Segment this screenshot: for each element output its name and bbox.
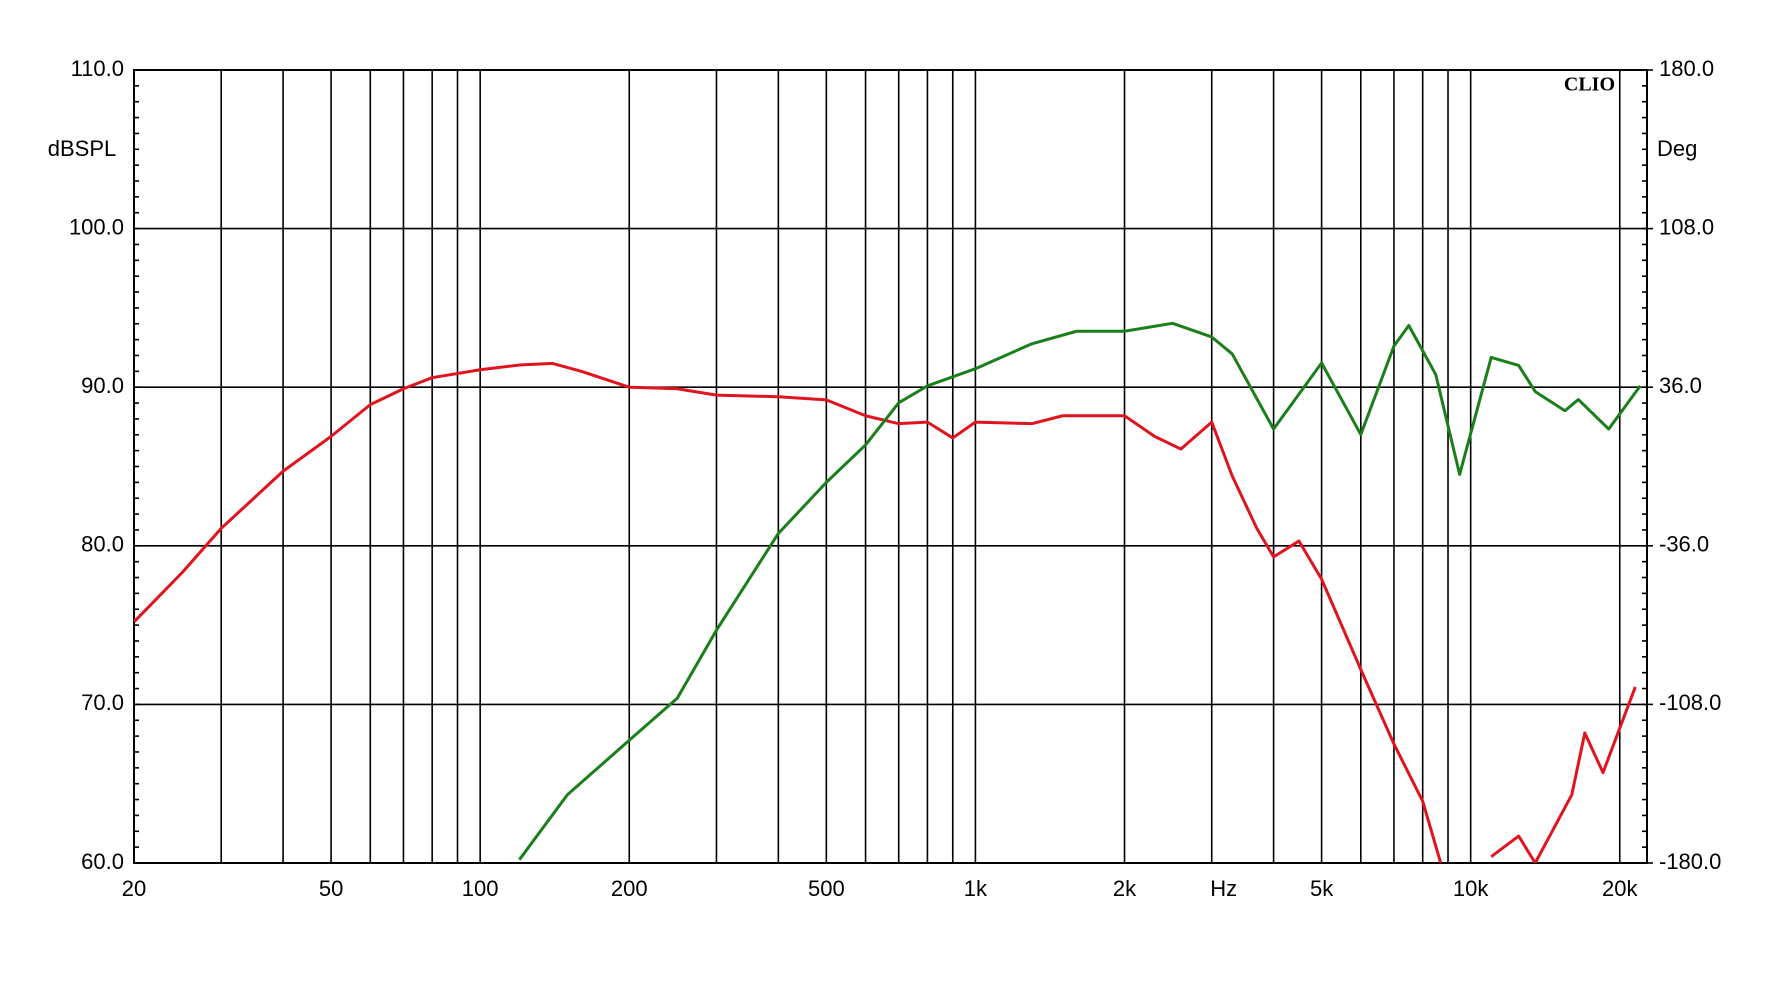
y-tick-label: 110.0 bbox=[71, 56, 124, 81]
x-tick-label: 10k bbox=[1453, 876, 1489, 901]
y-tick-label: 100.0 bbox=[69, 214, 124, 239]
y2-tick-label: -36.0 bbox=[1659, 532, 1709, 557]
y-axis-label: dBSPL bbox=[48, 136, 117, 161]
x-tick-label: 50 bbox=[319, 876, 343, 901]
series-line bbox=[134, 361, 1637, 863]
x-tick-label: 2k bbox=[1113, 876, 1137, 901]
x-tick-label: 200 bbox=[611, 876, 648, 901]
y2-tick-label: 108.0 bbox=[1659, 214, 1714, 239]
series-line bbox=[518, 321, 1642, 861]
y2-tick-label: 36.0 bbox=[1659, 373, 1702, 398]
y-tick-label: 80.0 bbox=[81, 532, 124, 557]
y2-tick-label: 180.0 bbox=[1659, 56, 1714, 81]
plot-frame bbox=[133, 69, 1648, 864]
y2-axis-label: Deg bbox=[1657, 136, 1697, 161]
brand: CLIO bbox=[1564, 74, 1615, 96]
y-tick-label: 90.0 bbox=[81, 373, 124, 398]
x-tick-label: 5k bbox=[1310, 876, 1334, 901]
y2-tick-label: -180.0 bbox=[1659, 849, 1721, 874]
x-tick-label: 100 bbox=[462, 876, 499, 901]
x-tick-label: 1k bbox=[964, 876, 988, 901]
y2-tick-label: -108.0 bbox=[1659, 690, 1721, 715]
x-tick-label: 20 bbox=[122, 876, 146, 901]
x-tick-label: 500 bbox=[808, 876, 845, 901]
x-tick-label: 20k bbox=[1602, 876, 1638, 901]
y-tick-label: 60.0 bbox=[81, 849, 124, 874]
y-tick-label: 70.0 bbox=[81, 690, 124, 715]
x-axis-label: Hz bbox=[1210, 876, 1237, 901]
